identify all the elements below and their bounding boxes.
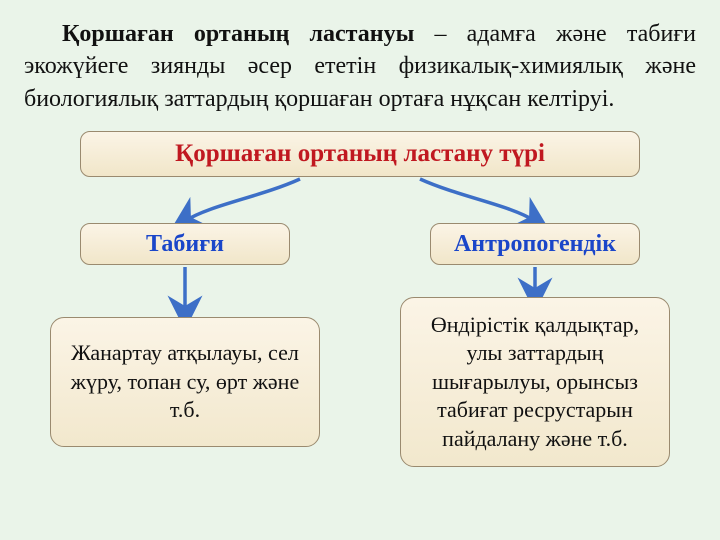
leaf-text-natural: Жанартау атқылауы, сел жүру, топан су, ө… [63, 339, 307, 425]
leaf-node-natural: Жанартау атқылауы, сел жүру, топан су, ө… [50, 317, 320, 447]
leaf-text-anthropogenic: Өндірістік қалдықтар, улы заттардың шыға… [413, 311, 657, 454]
definition-paragraph: Қоршаған ортаның ластануы – адамға және … [0, 0, 720, 127]
pollution-types-diagram: Қоршаған ортаның ластану түрі Табиғи Ант… [0, 127, 720, 497]
definition-lead: Қоршаған ортаның ластануы [62, 21, 414, 47]
arrow-path-1 [185, 179, 300, 221]
arrow-path-2 [420, 179, 535, 221]
branch-node-natural: Табиғи [80, 223, 290, 265]
root-label: Қоршаған ортаның ластану түрі [175, 140, 545, 168]
root-node: Қоршаған ортаның ластану түрі [80, 131, 640, 177]
branch-label-natural: Табиғи [146, 231, 224, 258]
branch-label-anthropogenic: Антропогендік [454, 231, 616, 258]
leaf-node-anthropogenic: Өндірістік қалдықтар, улы заттардың шыға… [400, 297, 670, 467]
branch-node-anthropogenic: Антропогендік [430, 223, 640, 265]
